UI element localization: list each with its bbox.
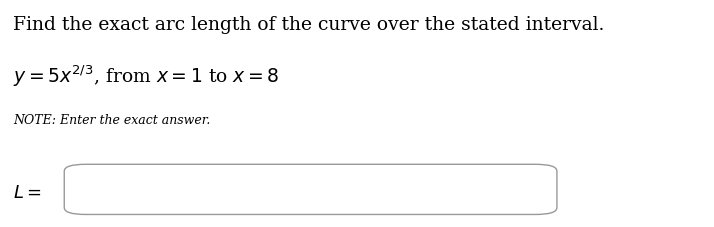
FancyBboxPatch shape xyxy=(64,165,557,215)
Text: Find the exact arc length of the curve over the stated interval.: Find the exact arc length of the curve o… xyxy=(13,16,604,34)
Text: $y = 5x^{2/3}$, from $x = 1$ to $x = 8$: $y = 5x^{2/3}$, from $x = 1$ to $x = 8$ xyxy=(13,64,279,89)
Text: $L =$: $L =$ xyxy=(13,183,41,201)
Text: NOTE: Enter the exact answer.: NOTE: Enter the exact answer. xyxy=(13,114,210,126)
